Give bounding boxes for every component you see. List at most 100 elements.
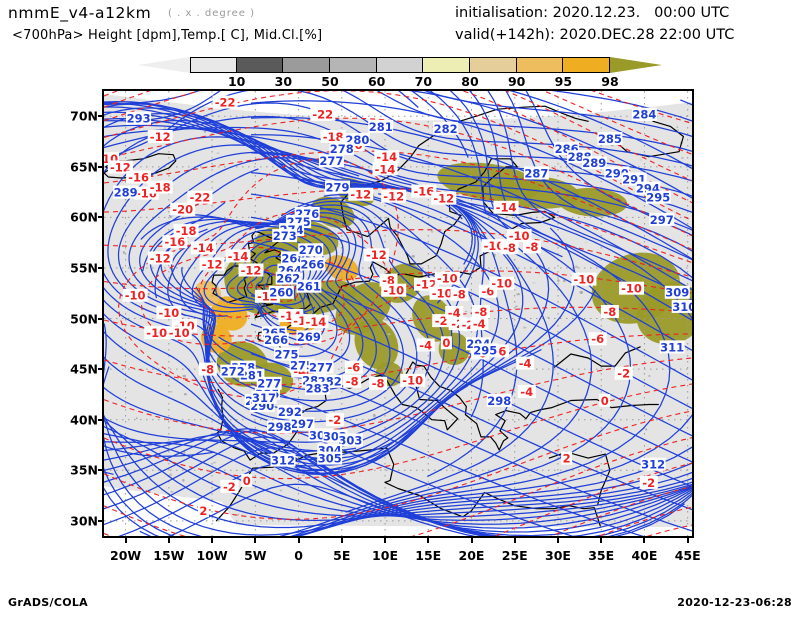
- svg-text:261: 261: [297, 280, 321, 294]
- longitude-tick-mark: [600, 538, 603, 543]
- svg-text:-10: -10: [383, 284, 404, 298]
- svg-text:297: 297: [290, 417, 314, 431]
- svg-text:-10: -10: [125, 289, 146, 303]
- colorbar-cell: [516, 57, 564, 73]
- svg-text:284: 284: [632, 108, 656, 122]
- svg-text:-10: -10: [146, 326, 167, 340]
- svg-text:-6: -6: [591, 332, 604, 346]
- valid-time: valid(+142h): 2020.DEC.28 22:00 UTC: [455, 27, 735, 43]
- longitude-tick-label: 0: [294, 548, 303, 563]
- latitude-tick-mark: [98, 368, 104, 371]
- latitude-tick-label: 35N: [70, 462, 98, 478]
- svg-text:277: 277: [309, 361, 333, 375]
- svg-text:272: 272: [221, 365, 245, 379]
- svg-text:277: 277: [319, 154, 343, 168]
- svg-text:312: 312: [641, 458, 665, 472]
- svg-text:303: 303: [338, 433, 362, 447]
- latitude-tick-mark: [98, 418, 104, 421]
- colorbar-swatches: [190, 57, 610, 73]
- temperature-contours: [104, 91, 692, 536]
- latitude-tick-mark: [98, 165, 104, 168]
- svg-text:-14: -14: [193, 241, 214, 255]
- svg-text:269: 269: [297, 330, 321, 344]
- svg-text:-8: -8: [372, 377, 385, 391]
- map-contour-canvas: 10-12-16-16-18-20-22-22-18-16-12-10-10-1…: [104, 91, 692, 536]
- latitude-tick-mark: [98, 115, 104, 118]
- svg-text:-10: -10: [432, 287, 453, 301]
- svg-text:-8: -8: [503, 241, 516, 255]
- field-description: <700hPa> Height [dpm],Temp.[ C], Mid.Cl.…: [12, 28, 323, 43]
- svg-text:-12: -12: [366, 248, 387, 262]
- svg-text:-12: -12: [241, 263, 262, 277]
- svg-text:297: 297: [650, 213, 674, 227]
- initialisation-time: initialisation: 2020.12.23. 00:00 UTC: [455, 5, 730, 21]
- svg-text:310: 310: [672, 300, 692, 314]
- svg-text:-18: -18: [323, 130, 344, 144]
- svg-text:-10: -10: [484, 239, 505, 253]
- longitude-tick-mark: [427, 538, 430, 543]
- longitude-tick-mark: [513, 538, 516, 543]
- svg-text:-6: -6: [348, 361, 361, 375]
- svg-text:-18: -18: [176, 224, 197, 238]
- svg-text:260: 260: [269, 286, 293, 300]
- latitude-tick-mark: [98, 266, 104, 269]
- longitude-tick-mark: [470, 538, 473, 543]
- colorbar-tick: 10: [227, 74, 246, 89]
- svg-text:283: 283: [306, 382, 330, 396]
- longitude-axis: 20W 15W 10W 5W 0 5E 10E 15E 20E 25E 30E 35E 40E 45E: [102, 538, 701, 563]
- svg-text:305: 305: [318, 452, 342, 466]
- svg-text:-14: -14: [375, 162, 396, 176]
- svg-text:275: 275: [274, 347, 298, 361]
- svg-text:-12: -12: [350, 188, 371, 202]
- latitude-tick-label: 55N: [70, 260, 98, 276]
- svg-text:-10: -10: [574, 273, 595, 287]
- colorbar-tick: 80: [461, 74, 479, 89]
- longitude-tick-label: 20E: [458, 548, 485, 563]
- svg-text:-4: -4: [473, 317, 486, 331]
- svg-text:-12: -12: [433, 192, 454, 206]
- colorbar-tick: 30: [274, 74, 293, 89]
- longitude-tick-mark: [384, 538, 387, 543]
- svg-text:281: 281: [369, 120, 393, 134]
- longitude-tick-mark: [340, 538, 343, 543]
- latitude-tick-mark: [98, 216, 104, 219]
- svg-text:-8: -8: [201, 363, 214, 377]
- svg-text:-10: -10: [169, 326, 190, 340]
- svg-text:-10: -10: [437, 272, 458, 286]
- svg-text:293: 293: [127, 112, 151, 126]
- svg-text:275: 275: [290, 359, 314, 373]
- latitude-tick-mark: [98, 519, 104, 522]
- colorbar-tick: 95: [554, 74, 573, 89]
- colorbar-cell: [376, 57, 424, 73]
- latitude-axis: 70N 65N 60N 55N 50N 45N 40N 35N 30N: [52, 89, 104, 538]
- svg-text:295: 295: [646, 191, 670, 205]
- svg-text:-16: -16: [128, 170, 149, 184]
- colorbar-cell: [329, 57, 377, 73]
- svg-text:289: 289: [114, 186, 138, 200]
- resolution-note: ( . x . degree ): [168, 8, 256, 19]
- svg-text:-8: -8: [475, 305, 488, 319]
- svg-text:-12: -12: [202, 257, 223, 271]
- generation-timestamp: 2020-12-23-06:28: [677, 596, 792, 609]
- colorbar-cell: [469, 57, 517, 73]
- svg-text:282: 282: [434, 122, 458, 136]
- latitude-tick-label: 50N: [70, 311, 98, 327]
- latitude-tick-label: 60N: [70, 209, 98, 225]
- longitude-tick-label: 10E: [372, 548, 398, 563]
- svg-text:-14: -14: [376, 150, 397, 164]
- longitude-tick-label: 15W: [153, 548, 185, 563]
- colorbar-over-arrow: [610, 57, 662, 73]
- svg-text:-16: -16: [165, 235, 186, 249]
- svg-text:-4: -4: [419, 338, 432, 352]
- svg-text:-14: -14: [306, 315, 327, 329]
- svg-text:317: 317: [252, 391, 276, 405]
- svg-text:312: 312: [271, 454, 295, 468]
- colorbar-cell: [283, 57, 330, 73]
- latitude-tick-label: 40N: [70, 412, 98, 428]
- svg-text:270: 270: [299, 243, 323, 257]
- svg-text:-14: -14: [496, 201, 517, 215]
- svg-text:-4: -4: [520, 385, 533, 399]
- longitude-tick-label: 45E: [674, 548, 701, 563]
- svg-text:273: 273: [273, 229, 297, 243]
